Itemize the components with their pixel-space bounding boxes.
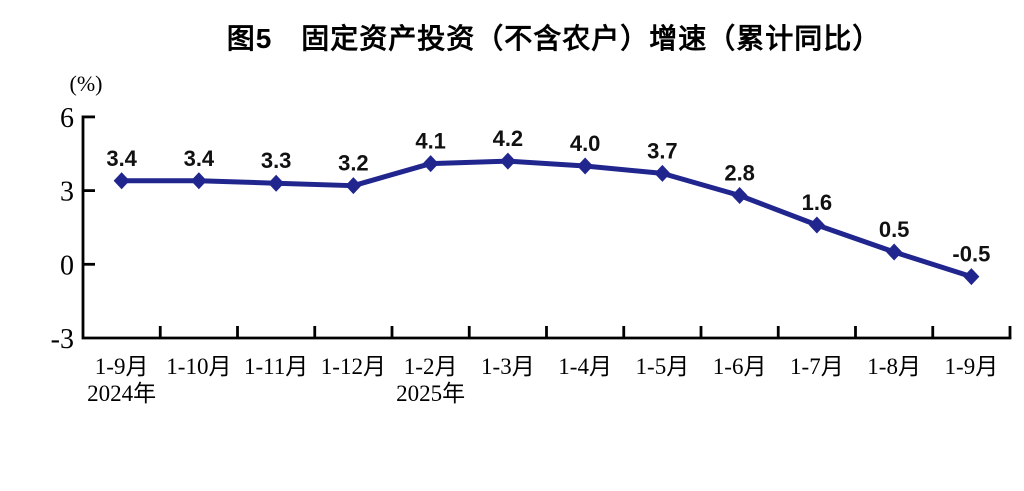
data-point-marker	[499, 152, 516, 170]
data-point-label: 3.7	[647, 138, 678, 163]
axis-frame	[81, 115, 1012, 340]
data-point-marker	[654, 164, 671, 182]
x-axis-tick-label: 1-4月	[558, 354, 612, 379]
data-point-marker	[886, 243, 903, 261]
x-axis-tick-label: 1-12月	[321, 354, 386, 379]
data-point-marker	[422, 155, 439, 173]
x-axis-year-label: 2024年	[87, 381, 156, 406]
y-axis-tick-label: 6	[60, 103, 74, 134]
data-point-label: 2.8	[724, 161, 755, 186]
x-axis-tick-label: 1-5月	[636, 354, 690, 379]
x-axis-tick-label: 1-9月	[95, 354, 149, 379]
data-point-marker	[808, 216, 825, 234]
y-axis-tick-label: 3	[60, 177, 74, 208]
data-point-label: 3.2	[338, 151, 369, 176]
data-point-marker	[731, 187, 748, 205]
y-axis-unit-label: (%)	[70, 71, 103, 96]
data-point-marker	[963, 268, 980, 286]
data-point-label: 4.1	[415, 129, 446, 154]
data-point-label: 3.4	[184, 146, 215, 171]
data-point-marker	[268, 174, 285, 192]
data-point-label: 4.2	[493, 126, 524, 151]
data-point-marker	[190, 172, 207, 190]
x-axis-tick-label: 1-10月	[166, 354, 231, 379]
data-point-label: -0.5	[952, 242, 990, 267]
y-axis-tick-label: 0	[60, 250, 74, 281]
x-axis-tick-label: 1-8月	[867, 354, 921, 379]
x-axis-tick-label: 1-11月	[244, 354, 308, 379]
x-axis-tick-label: 1-6月	[713, 354, 767, 379]
x-axis-tick-label: 1-3月	[481, 354, 535, 379]
series-line	[119, 158, 974, 280]
chart-title: 图5 固定资产投资（不含农户）增速（累计同比）	[226, 23, 882, 54]
data-point-label: 0.5	[879, 217, 910, 242]
data-point-label: 1.6	[802, 190, 833, 215]
data-point-label: 3.3	[261, 148, 292, 173]
y-axis-tick-label: -3	[51, 324, 74, 355]
data-point-marker	[113, 172, 130, 190]
x-axis-tick-label: 1-7月	[790, 354, 844, 379]
data-point-label: 4.0	[570, 131, 601, 156]
x-axis-year-label: 2025年	[396, 381, 465, 406]
data-point-label: 3.4	[106, 146, 137, 171]
data-point-marker	[345, 177, 362, 195]
x-axis-tick-label: 1-2月	[404, 354, 458, 379]
data-point-marker	[577, 157, 594, 175]
x-axis-tick-label: 1-9月	[945, 354, 999, 379]
